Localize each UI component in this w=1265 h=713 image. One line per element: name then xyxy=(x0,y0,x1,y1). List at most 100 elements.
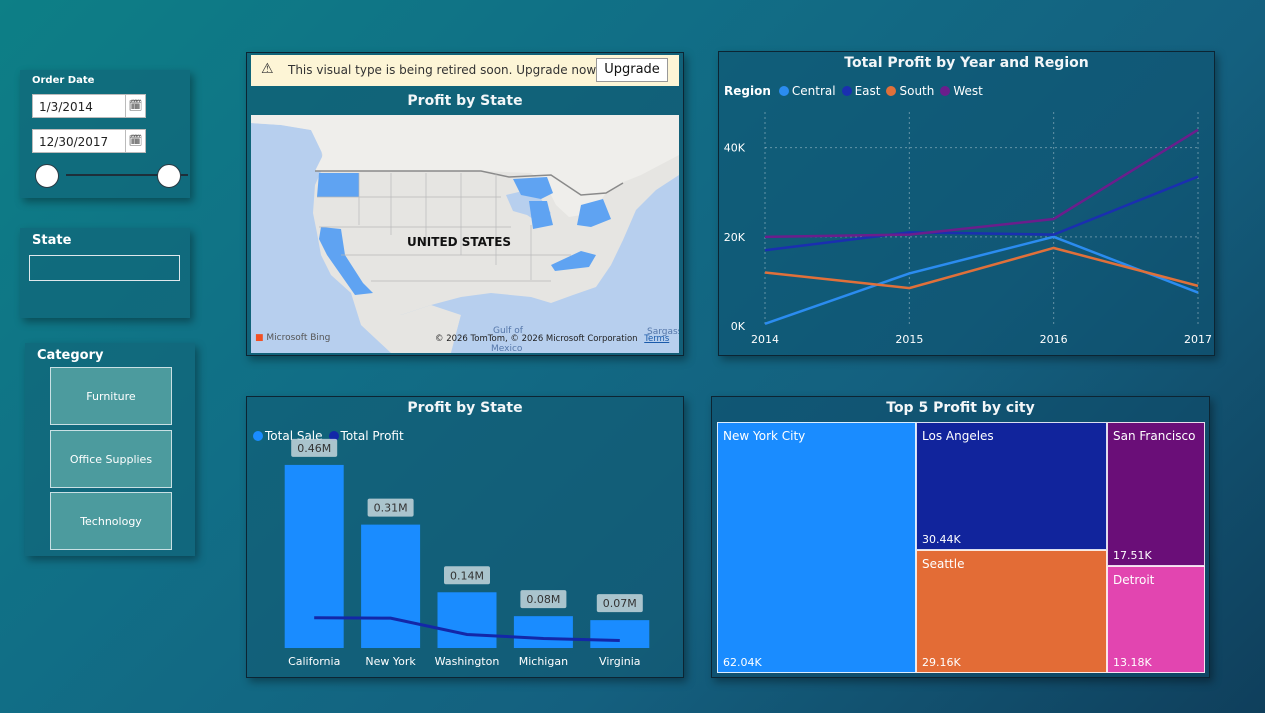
start-date-input[interactable]: 1/3/2014 xyxy=(32,94,126,118)
michigan-state[interactable] xyxy=(529,201,553,229)
map-canvas[interactable]: UNITED STATES ■ Microsoft Bing Gulf of M… xyxy=(251,115,679,353)
gulf-water xyxy=(451,299,551,353)
bar-chart-plot: 0.46M California 0.31M New York 0.14M Washing… xyxy=(284,438,650,668)
washington-state[interactable] xyxy=(317,173,359,197)
calendar-icon[interactable]: 🗓 xyxy=(125,94,146,118)
data-label-box xyxy=(444,566,490,585)
treemap-tile-seattle[interactable]: Seattle 29.16K xyxy=(916,550,1107,673)
end-date-handle[interactable] xyxy=(157,164,181,188)
treemap-area: New York City 62.04K Los Angeles 30.44K Seat… xyxy=(717,422,1205,673)
category-furniture-button[interactable]: Furniture xyxy=(50,367,172,425)
mexico-area xyxy=(351,293,461,353)
tile-label: Detroit xyxy=(1113,573,1155,587)
state-lines xyxy=(317,173,571,282)
legend-marker xyxy=(778,86,789,96)
legend-label: Central xyxy=(791,84,836,98)
legend-label: South xyxy=(899,84,935,98)
treemap-tile-detroit[interactable]: Detroit 13.18K xyxy=(1107,566,1205,673)
y-tick-label: 20K xyxy=(724,231,746,244)
bar-total-sale-michigan[interactable] xyxy=(513,616,573,648)
start-date-handle[interactable] xyxy=(35,164,59,188)
top5-profit-city-treemap: Top 5 Profit by city New York City 62.04K… xyxy=(711,396,1210,678)
tile-value: 30.44K xyxy=(922,533,961,546)
data-label: 0.08M xyxy=(526,593,560,606)
provider-label: Microsoft Bing xyxy=(266,333,331,343)
treemap-title: Top 5 Profit by city xyxy=(886,400,1035,416)
state-label: State xyxy=(32,233,72,248)
state-slicer: State xyxy=(20,228,190,318)
bing-logo: ■ Microsoft Bing xyxy=(255,333,331,343)
state-search-input[interactable] xyxy=(29,255,180,281)
treemap-tile-los-angeles[interactable]: Los Angeles 30.44K xyxy=(916,422,1107,550)
legend-label: East xyxy=(854,84,881,98)
data-label: 0.31M xyxy=(374,502,408,515)
x-tick-label: New York xyxy=(365,655,416,668)
legend-items: Central East South West xyxy=(778,84,983,98)
x-tick-label: 2014 xyxy=(751,333,779,346)
calendar-icon[interactable]: 🗓 xyxy=(125,129,146,153)
retirement-warning-bar: ⚠ This visual type is being retired soon… xyxy=(251,55,679,86)
new-york-state[interactable] xyxy=(577,199,611,227)
bar-total-sale-virginia[interactable] xyxy=(590,620,650,648)
virginia-state[interactable] xyxy=(551,251,596,271)
treemap-tile-san-francisco[interactable]: San Francisco 17.51K xyxy=(1107,422,1205,566)
legend-marker xyxy=(940,86,951,96)
gulf-label: Gulf of xyxy=(493,326,523,336)
treemap-tile-new-york-city[interactable]: New York City 62.04K xyxy=(717,422,916,673)
category-slicer: Category Furniture Office Supplies Techn… xyxy=(25,343,195,556)
bar-chart-title: Profit by State xyxy=(407,400,523,416)
series-line-central[interactable] xyxy=(764,235,1199,325)
tile-label: Seattle xyxy=(922,557,965,571)
michigan-upper[interactable] xyxy=(513,177,553,199)
series-line-east[interactable] xyxy=(764,175,1199,252)
series-line-west[interactable] xyxy=(764,128,1199,239)
map-title: Profit by State xyxy=(407,93,523,109)
legend-item-south[interactable]: South xyxy=(886,84,934,98)
california-state[interactable] xyxy=(319,227,373,295)
mexico-label: Mexico xyxy=(491,344,523,353)
legend-item-total-profit[interactable]: Total Profit xyxy=(328,429,404,443)
legend-label: Total Profit xyxy=(340,429,404,443)
bar-total-sale-washington[interactable] xyxy=(437,592,497,648)
legend-marker xyxy=(253,431,263,441)
legend-item-east[interactable]: East xyxy=(841,84,881,98)
category-office-supplies-button[interactable]: Office Supplies xyxy=(50,430,172,488)
x-tick-label: Washington xyxy=(435,655,500,668)
map-attribution: © 2026 TomTom, © 2026 Microsoft Corporat… xyxy=(435,334,669,344)
category-technology-button[interactable]: Technology xyxy=(50,492,172,550)
x-tick-label: 2015 xyxy=(895,333,923,346)
line-legend: Region Central East South West xyxy=(724,84,983,98)
tile-value: 17.51K xyxy=(1113,549,1152,562)
end-date-input[interactable]: 12/30/2017 xyxy=(32,129,126,153)
canada-area xyxy=(251,115,679,217)
bar-total-sale-california[interactable] xyxy=(284,464,344,648)
data-label-box xyxy=(367,498,414,517)
profit-by-state-bar-chart: Profit by State Total Sale Total Profit 0… xyxy=(246,396,684,678)
x-tick-label: Michigan xyxy=(519,655,568,668)
legend-item-central[interactable]: Central xyxy=(778,84,836,98)
us-map-graphic xyxy=(251,115,679,353)
upgrade-button[interactable]: Upgrade xyxy=(596,58,668,82)
bar-total-sale-new-york[interactable] xyxy=(361,524,421,648)
country-label: UNITED STATES xyxy=(407,235,512,249)
border-line xyxy=(315,170,624,196)
warning-text: This visual type is being retired soon. … xyxy=(288,63,624,77)
x-tick-label: Virginia xyxy=(599,655,640,668)
data-label: 0.07M xyxy=(603,597,637,610)
data-label: 0.14M xyxy=(450,569,484,582)
y-tick-label: 0K xyxy=(731,320,746,333)
series-line-south[interactable] xyxy=(764,246,1199,290)
series-line-total-profit[interactable] xyxy=(314,616,620,642)
legend-label: West xyxy=(953,84,983,98)
y-tick-label: 40K xyxy=(724,142,746,155)
terms-link[interactable]: Terms xyxy=(644,334,670,344)
legend-item-west[interactable]: West xyxy=(940,84,983,98)
sargasso-label: Sargass xyxy=(647,327,679,337)
profit-by-state-map: ⚠ This visual type is being retired soon… xyxy=(246,52,684,356)
date-range-track xyxy=(66,174,188,176)
line-chart-title: Total Profit by Year and Region xyxy=(844,55,1089,71)
warning-icon: ⚠ xyxy=(261,61,274,77)
data-label-box xyxy=(291,438,338,457)
legend-title: Region xyxy=(724,84,771,98)
legend-marker xyxy=(328,431,339,441)
